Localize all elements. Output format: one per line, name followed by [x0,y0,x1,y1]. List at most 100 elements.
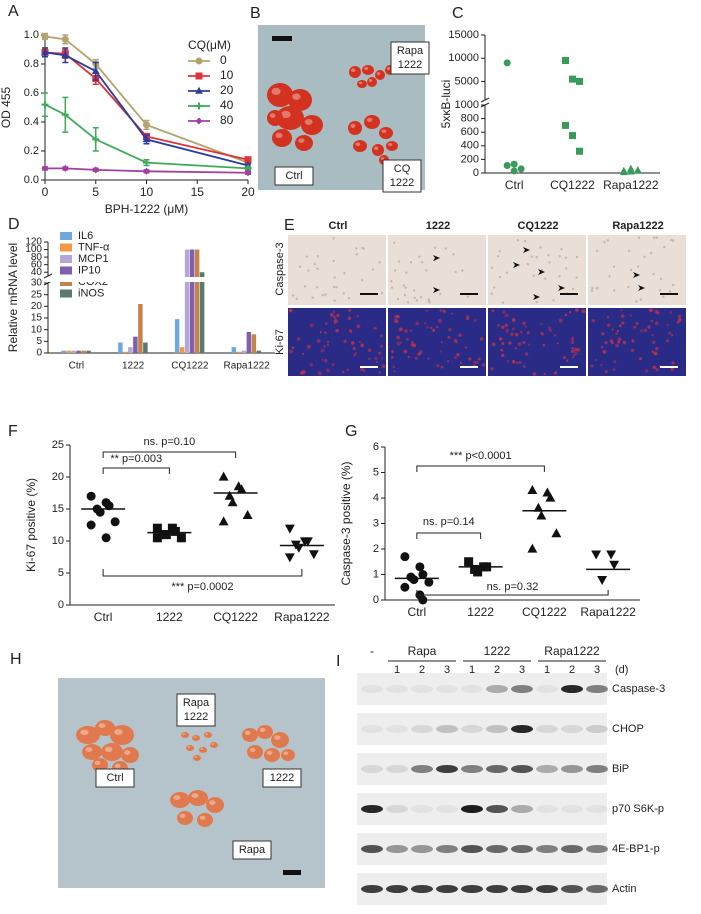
tumor-highlight [280,110,291,118]
if-cell [504,323,508,327]
bar [241,350,247,353]
if-cell [671,361,675,365]
photo-label: CQ [394,163,411,175]
blot-band [561,845,583,853]
if-cell [655,367,659,372]
arrow [638,285,645,291]
if-cell [600,364,603,367]
if-cell [606,315,610,319]
marker [152,523,162,533]
if-cell [607,323,611,327]
if-cell [326,343,329,347]
arrow [433,287,440,293]
tumor [362,65,374,75]
blot-strip [357,713,607,745]
panel-label: G [345,423,357,440]
if-cell [378,371,381,374]
y-tick-label: 800 [461,113,479,125]
bar [123,351,128,353]
bar [61,350,66,353]
x-tick-label: Ctrl [505,178,524,192]
panel-label: E [284,217,295,234]
ihc-speck [390,279,393,283]
ihc-speck [415,299,418,302]
if-cell [324,359,328,363]
if-cell [501,353,505,358]
ihc-speck [452,253,455,256]
ihc-speck [461,269,464,272]
ihc-speck [439,292,442,296]
ihc-speck [305,255,308,258]
ihc-speck [652,236,656,239]
marker [104,501,114,511]
legend-swatch [60,232,72,240]
photo-label: Rapa [183,697,210,709]
if-cell [553,334,557,337]
if-cell [316,339,321,343]
if-cell [498,337,503,341]
legend-label: IL6 [78,230,93,242]
marker [41,48,49,56]
photo-box [382,159,422,193]
blot-band [461,725,483,733]
tumor [186,745,194,751]
scale-bar [660,366,678,368]
y-tick-label: 120 [25,237,42,248]
tumor [281,749,295,761]
if-cell [564,313,568,317]
blot-band [561,685,583,693]
if-cell [595,358,598,362]
tumor [353,140,367,152]
marker [609,560,620,570]
legend-label: MCP1 [78,253,109,265]
if-cell [418,349,423,354]
tumor [206,797,224,813]
ihc-speck [658,288,662,292]
tumor-highlight [94,760,101,766]
tumor [349,66,361,78]
if-cell [439,308,443,313]
if-cell [574,352,578,356]
if-cell [652,351,657,355]
blot-band [586,725,608,733]
band-label: 4E-BP1-p [612,843,660,855]
if-cell [543,372,546,376]
annotation: ns. p=0.10 [144,436,196,448]
y-tick-label: 25 [31,289,43,300]
if-cell [474,319,477,322]
if-cell [668,331,672,335]
tumor-highlight [366,117,373,122]
if-cell [491,309,495,313]
ihc-speck [490,266,494,270]
blot-band [436,845,458,853]
tumor [267,110,283,126]
ihc-speck [342,292,345,295]
ihc-speck [591,286,594,290]
if-cell [324,322,328,325]
tumor-highlight [376,72,381,75]
ihc-speck [433,246,437,249]
if-cell [288,349,293,354]
if-cell [514,332,519,337]
marker [92,135,100,143]
marker [86,520,96,530]
blot-band [461,765,483,773]
column-label: Rapa1222 [612,220,663,232]
if-cell [604,341,608,345]
column-label: CQ1222 [518,220,559,232]
if-cell [333,319,338,324]
blot-band [536,765,558,773]
bracket [102,451,237,458]
tumor-highlight [173,795,181,800]
tumor-highlight [355,142,361,146]
lane-label: 1 [469,664,475,676]
blot-band [586,845,608,853]
y-tick-label: 10000 [448,52,479,64]
y-tick-label: 6 [373,441,379,453]
ihc-speck [505,271,509,274]
ihc-speck [315,286,319,289]
marker [464,557,474,567]
bar [81,350,86,353]
if-cell [570,349,575,354]
if-cell [620,309,623,312]
